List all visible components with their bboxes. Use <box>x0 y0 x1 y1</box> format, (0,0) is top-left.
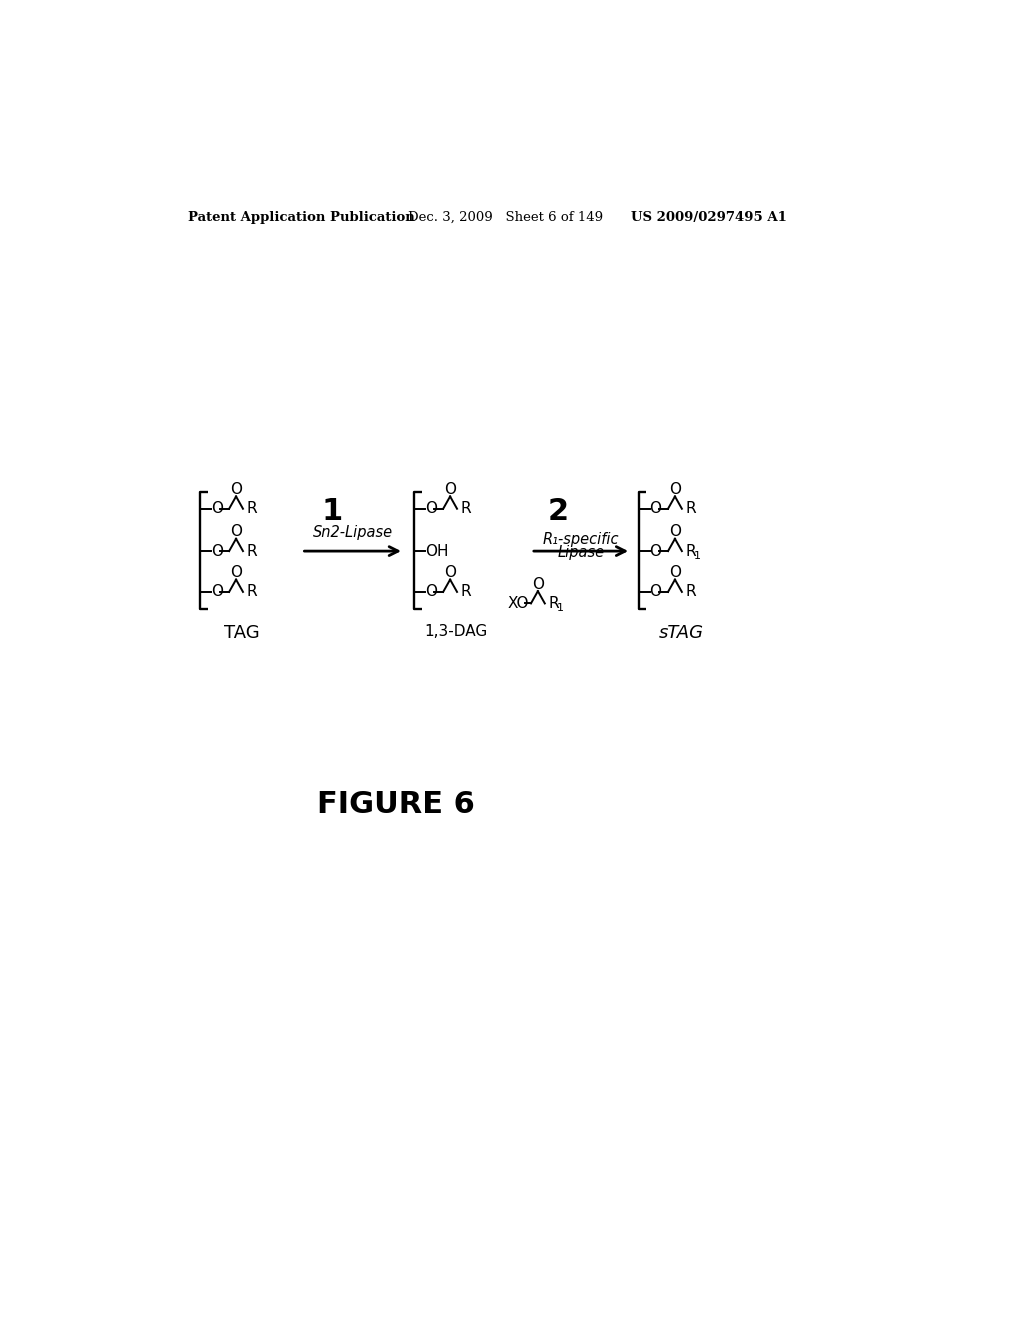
Text: O: O <box>669 524 681 540</box>
Text: O: O <box>531 577 544 591</box>
Text: Lipase: Lipase <box>557 545 604 561</box>
Text: R: R <box>461 585 471 599</box>
Text: R: R <box>247 585 257 599</box>
Text: R: R <box>461 502 471 516</box>
Text: O: O <box>211 544 222 558</box>
Text: O: O <box>230 482 242 498</box>
Text: O: O <box>649 585 662 599</box>
Text: R: R <box>686 502 696 516</box>
Text: O: O <box>425 502 436 516</box>
Text: O: O <box>649 544 662 558</box>
Text: Dec. 3, 2009   Sheet 6 of 149: Dec. 3, 2009 Sheet 6 of 149 <box>408 211 603 224</box>
Text: R: R <box>247 502 257 516</box>
Text: 2: 2 <box>548 498 568 527</box>
Text: R: R <box>549 595 559 611</box>
Text: 1: 1 <box>322 498 343 527</box>
Text: TAG: TAG <box>224 624 260 643</box>
Text: O: O <box>444 482 456 498</box>
Text: O: O <box>444 565 456 581</box>
Text: O: O <box>211 502 222 516</box>
Text: R: R <box>686 585 696 599</box>
Text: O: O <box>669 565 681 581</box>
Text: 1: 1 <box>693 550 700 561</box>
Text: Patent Application Publication: Patent Application Publication <box>188 211 415 224</box>
Text: Sn2-Lipase: Sn2-Lipase <box>312 525 393 540</box>
Text: O: O <box>230 524 242 540</box>
Text: O: O <box>649 502 662 516</box>
Text: FIGURE 6: FIGURE 6 <box>317 789 475 818</box>
Text: O: O <box>230 565 242 581</box>
Text: OH: OH <box>425 544 449 558</box>
Text: O: O <box>425 585 436 599</box>
Text: O: O <box>669 482 681 498</box>
Text: US 2009/0297495 A1: US 2009/0297495 A1 <box>631 211 786 224</box>
Text: 1: 1 <box>557 603 564 612</box>
Text: R₁-specific: R₁-specific <box>543 532 620 548</box>
Text: 1,3-DAG: 1,3-DAG <box>425 624 487 639</box>
Text: O: O <box>211 585 222 599</box>
Text: R: R <box>247 544 257 558</box>
Text: sTAG: sTAG <box>658 624 703 643</box>
Text: XO: XO <box>508 595 529 611</box>
Text: R: R <box>686 544 696 558</box>
